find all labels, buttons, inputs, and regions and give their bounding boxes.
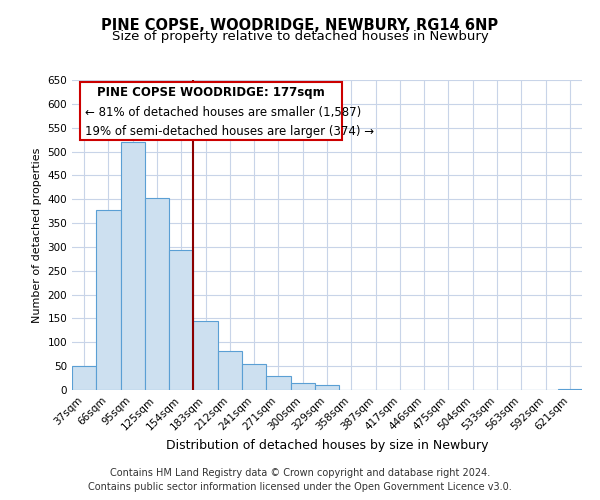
Bar <box>96 210 121 390</box>
FancyBboxPatch shape <box>80 82 342 140</box>
Bar <box>169 250 193 390</box>
Text: PINE COPSE WOODRIDGE: 177sqm: PINE COPSE WOODRIDGE: 177sqm <box>97 86 325 98</box>
Bar <box>121 142 145 390</box>
Y-axis label: Number of detached properties: Number of detached properties <box>32 148 42 322</box>
X-axis label: Distribution of detached houses by size in Newbury: Distribution of detached houses by size … <box>166 438 488 452</box>
Text: ← 81% of detached houses are smaller (1,587): ← 81% of detached houses are smaller (1,… <box>85 106 361 118</box>
Bar <box>72 366 96 390</box>
Bar <box>290 383 315 390</box>
Text: 19% of semi-detached houses are larger (374) →: 19% of semi-detached houses are larger (… <box>85 125 374 138</box>
Text: Contains public sector information licensed under the Open Government Licence v3: Contains public sector information licen… <box>88 482 512 492</box>
Bar <box>558 388 582 390</box>
Bar <box>218 351 242 390</box>
Bar <box>193 321 218 390</box>
Bar <box>266 376 290 390</box>
Text: Contains HM Land Registry data © Crown copyright and database right 2024.: Contains HM Land Registry data © Crown c… <box>110 468 490 477</box>
Bar <box>242 364 266 390</box>
Bar <box>145 198 169 390</box>
Text: Size of property relative to detached houses in Newbury: Size of property relative to detached ho… <box>112 30 488 43</box>
Bar <box>315 385 339 390</box>
Text: PINE COPSE, WOODRIDGE, NEWBURY, RG14 6NP: PINE COPSE, WOODRIDGE, NEWBURY, RG14 6NP <box>101 18 499 32</box>
